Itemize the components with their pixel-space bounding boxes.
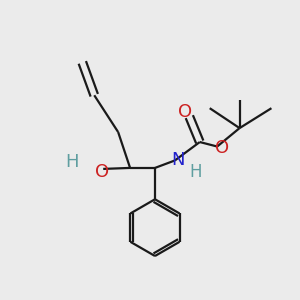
Text: O: O [214, 139, 229, 157]
Text: O: O [95, 163, 109, 181]
Text: N: N [171, 152, 184, 169]
Text: H: H [66, 153, 79, 171]
Text: O: O [178, 103, 192, 121]
Text: H: H [190, 163, 202, 181]
